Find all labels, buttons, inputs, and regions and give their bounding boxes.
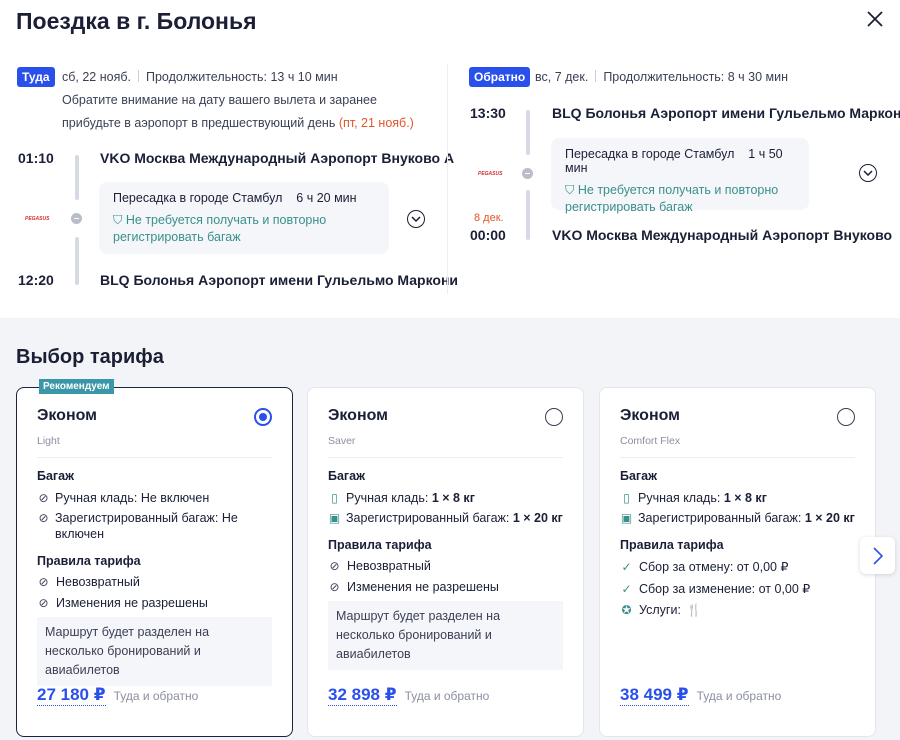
departure-airport: VKO Москва Международный Аэропорт Внуков… bbox=[100, 150, 455, 166]
arrival-airport: VKO Москва Международный Аэропорт Внуков… bbox=[552, 227, 893, 243]
return-badge: Обратно bbox=[469, 67, 531, 87]
departure-time: 01:10 bbox=[18, 150, 54, 166]
suitcase-icon: ▯ bbox=[331, 491, 338, 505]
transfer-box: Пересадка в городе Стамбул 1 ч 50 мин ⛉ … bbox=[551, 138, 809, 214]
suitcase-icon: ▯ bbox=[623, 491, 630, 505]
baggage-heading: Багаж bbox=[620, 469, 657, 483]
tariff-card-light[interactable]: Рекомендуем Эконом Light Багаж ⊘ Ручная к… bbox=[16, 379, 293, 737]
shield-icon: ⛉ bbox=[113, 213, 123, 227]
checked-baggage: ▣ Зарегистрированный багаж: 1 × 20 кг bbox=[620, 511, 855, 525]
luggage-icon: ▣ bbox=[328, 511, 341, 525]
tariff-card-comfort-flex[interactable]: Эконом Comfort Flex Багаж ▯ Ручная кладь:… bbox=[599, 387, 876, 737]
split-booking-info: Маршрут будет разделен на несколько брон… bbox=[328, 601, 563, 670]
checked-baggage: ▣ Зарегистрированный багаж: 1 × 20 кг bbox=[328, 511, 563, 525]
rule: Невозвратный bbox=[56, 575, 140, 589]
price-label: Туда и обратно bbox=[696, 689, 782, 703]
shield-icon: ⛉ bbox=[565, 183, 575, 197]
check-circle-icon: ✓ bbox=[621, 581, 632, 596]
price-label: Туда и обратно bbox=[404, 689, 490, 703]
luggage-icon: ▣ bbox=[620, 511, 633, 525]
airline-logo: PEGASUS bbox=[25, 216, 50, 222]
tariff-radio[interactable] bbox=[254, 408, 272, 426]
no-checked-baggage-icon: ⊘ bbox=[38, 511, 49, 525]
page-title: Поездка в г. Болонья bbox=[16, 8, 257, 34]
tariff-name: Эконом bbox=[620, 407, 681, 424]
rule: Сбор за изменение: от 0,00 ₽ bbox=[639, 582, 811, 596]
prohibited-icon: ⊘ bbox=[329, 580, 340, 594]
outbound-note: Обратите внимание на дату вашего вылета … bbox=[62, 93, 414, 130]
baggage-heading: Багаж bbox=[328, 469, 365, 483]
prohibited-icon: ⊘ bbox=[38, 596, 49, 610]
prohibited-icon: ⊘ bbox=[329, 559, 340, 573]
checked-baggage: ⊘ Зарегистрированный багаж: Не включен bbox=[38, 511, 238, 541]
next-tariffs-button[interactable] bbox=[860, 537, 895, 574]
rules-heading: Правила тарифа bbox=[328, 538, 432, 552]
no-hand-luggage-icon: ⊘ bbox=[38, 491, 49, 505]
arrival-date: 8 дек. bbox=[474, 212, 504, 224]
return-date: вс, 7 дек. bbox=[535, 70, 589, 84]
rules-heading: Правила тарифа bbox=[620, 538, 724, 552]
rules-heading: Правила тарифа bbox=[37, 554, 141, 568]
hand-luggage: ▯ Ручная кладь: 1 × 8 кг bbox=[328, 490, 563, 506]
tariff-section-title: Выбор тарифа bbox=[16, 346, 164, 368]
tariff-subname: Comfort Flex bbox=[620, 435, 681, 447]
airline-logo: PEGASUS bbox=[478, 171, 503, 177]
transfer-dot bbox=[71, 213, 82, 224]
tariff-subname: Saver bbox=[328, 435, 356, 447]
arrival-time: 12:20 bbox=[18, 272, 54, 288]
recommended-badge: Рекомендуем bbox=[39, 379, 114, 394]
chevron-right-icon bbox=[872, 546, 883, 565]
departure-airport: BLQ Болонья Аэропорт имени Гульельмо Мар… bbox=[552, 105, 900, 121]
rule: Изменения не разрешены bbox=[347, 580, 499, 594]
tariff-name: Эконом bbox=[328, 407, 389, 424]
rule: Сбор за отмену: от 0,00 ₽ bbox=[639, 560, 789, 574]
meal-icon: 🍴 bbox=[686, 603, 702, 617]
tariff-subname: Light bbox=[37, 435, 60, 447]
rule: Изменения не разрешены bbox=[56, 596, 208, 610]
check-circle-icon: ✓ bbox=[621, 559, 632, 574]
expand-chevron-icon[interactable] bbox=[407, 210, 425, 228]
arrival-time: 00:00 bbox=[470, 227, 506, 243]
rule: Услуги: bbox=[639, 603, 681, 617]
split-booking-info: Маршрут будет разделен на несколько брон… bbox=[37, 617, 272, 686]
tariff-name: Эконом bbox=[37, 407, 98, 424]
outbound-duration: Продолжительность: 13 ч 10 мин bbox=[146, 70, 338, 84]
tariff-price[interactable]: 38 499 ₽ bbox=[620, 685, 689, 706]
tariff-price[interactable]: 32 898 ₽ bbox=[328, 685, 397, 706]
return-duration: Продолжительность: 8 ч 30 мин bbox=[603, 70, 789, 84]
previous-day-date: (пт, 21 нояб.) bbox=[338, 116, 414, 130]
award-icon: ✪ bbox=[621, 603, 632, 617]
arrival-airport: BLQ Болонья Аэропорт имени Гульельмо Мар… bbox=[100, 272, 459, 288]
baggage-heading: Багаж bbox=[37, 469, 74, 483]
tariff-radio[interactable] bbox=[837, 408, 855, 426]
expand-chevron-icon[interactable] bbox=[859, 164, 877, 182]
price-label: Туда и обратно bbox=[113, 689, 199, 703]
prohibited-icon: ⊘ bbox=[38, 575, 49, 589]
tariff-price[interactable]: 27 180 ₽ bbox=[37, 685, 106, 706]
tariff-card-saver[interactable]: Эконом Saver Багаж ▯ Ручная кладь: 1 × 8 … bbox=[307, 387, 584, 737]
outbound-date: сб, 22 нояб. bbox=[62, 70, 131, 84]
departure-time: 13:30 bbox=[470, 105, 506, 121]
outbound-badge: Туда bbox=[17, 67, 55, 87]
close-icon[interactable] bbox=[864, 8, 886, 30]
hand-luggage: ▯ Ручная кладь: 1 × 8 кг bbox=[620, 490, 855, 506]
rule: Невозвратный bbox=[347, 559, 431, 573]
hand-luggage: ⊘ Ручная кладь: Не включен bbox=[38, 491, 210, 505]
tariff-radio[interactable] bbox=[545, 408, 563, 426]
transfer-box: Пересадка в городе Стамбул 6 ч 20 мин ⛉ … bbox=[99, 182, 389, 254]
transfer-dot bbox=[522, 168, 533, 179]
